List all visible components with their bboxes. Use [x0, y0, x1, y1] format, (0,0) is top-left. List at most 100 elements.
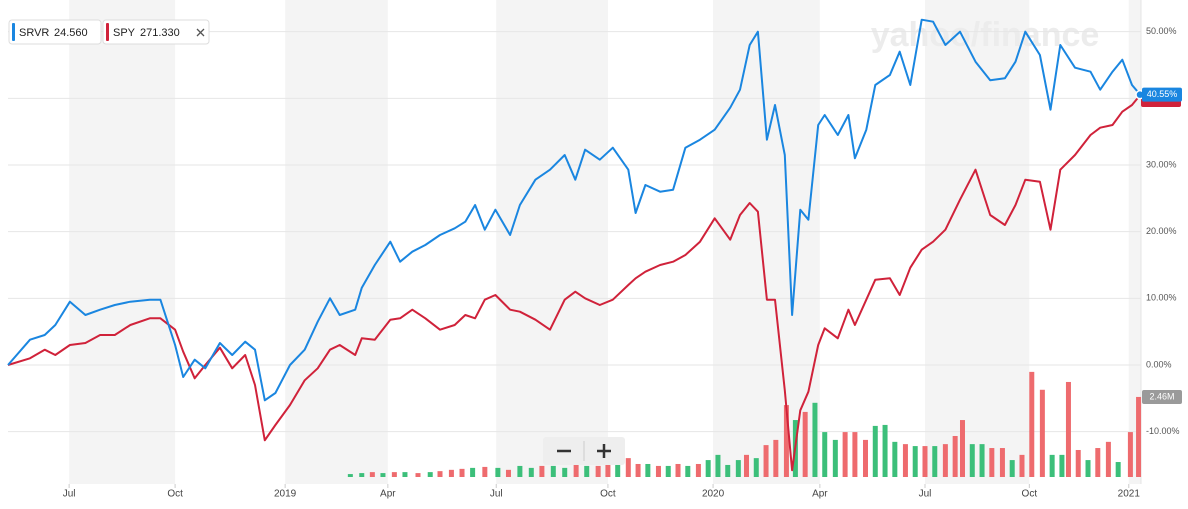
- volume-bar: [427, 472, 433, 477]
- volume-bar: [753, 458, 759, 477]
- volume-bar: [391, 472, 397, 477]
- volume-bar: [932, 446, 938, 477]
- y-tick-label: 10.00%: [1146, 293, 1177, 303]
- volume-bar: [448, 469, 454, 477]
- volume-bar: [842, 432, 848, 477]
- volume-bar: [1105, 441, 1111, 477]
- band: [924, 0, 1030, 484]
- volume-bar: [999, 448, 1005, 477]
- x-tick-label: Jul: [490, 489, 503, 500]
- volume-bar: [635, 463, 641, 477]
- band: [496, 0, 608, 484]
- volume-bar: [1115, 462, 1121, 477]
- volume-bar: [675, 463, 681, 477]
- y-tick-label: 30.00%: [1146, 159, 1177, 169]
- background-bands: [69, 0, 1141, 484]
- band: [69, 0, 176, 484]
- legend-swatch: [106, 23, 109, 41]
- band: [713, 0, 820, 484]
- legend-close[interactable]: [196, 28, 205, 37]
- volume-bar: [1049, 454, 1055, 477]
- x-tick-label: Apr: [812, 489, 828, 500]
- volume-bar: [437, 471, 443, 477]
- series-line: [7, 18, 1141, 402]
- volume-bar: [912, 446, 918, 477]
- volume-bar: [505, 469, 511, 477]
- legend-box: [102, 19, 210, 45]
- volume-bar: [979, 444, 985, 477]
- volume-bar: [763, 445, 769, 477]
- volume-bar: [685, 465, 691, 477]
- x-tick-label: Jul: [919, 489, 932, 500]
- series-line: [7, 94, 1141, 472]
- volume-bar: [942, 444, 948, 477]
- volume-bar: [872, 425, 878, 477]
- volume-bar: [725, 464, 731, 477]
- legend-name: SRVR: [19, 27, 49, 39]
- x-tick-label: Apr: [380, 489, 396, 500]
- volume-bar: [773, 439, 779, 477]
- x-tick-label: Oct: [167, 489, 183, 500]
- volume-bar: [892, 441, 898, 477]
- volume-bar: [902, 444, 908, 477]
- volume-bar: [1059, 454, 1065, 477]
- volume-bar: [695, 463, 701, 477]
- volume-bar: [882, 424, 888, 477]
- volume-bar: [1136, 396, 1142, 477]
- volume-bar: [952, 435, 958, 477]
- volume-bar: [735, 460, 741, 477]
- volume-bar: [822, 432, 828, 477]
- volume-bar: [812, 402, 818, 477]
- band: [285, 0, 388, 484]
- value-tag-label: 40.55%: [1147, 89, 1178, 99]
- x-tick-label: Jul: [63, 489, 76, 500]
- volume-bar: [832, 439, 838, 477]
- volume-bar: [517, 465, 523, 477]
- y-tick-label: -10.00%: [1146, 426, 1180, 436]
- volume-bar: [380, 473, 386, 477]
- volume-bar: [495, 467, 501, 477]
- legend-quote: 24.560: [54, 27, 88, 39]
- volume-bar: [369, 472, 375, 477]
- watermark: yahoo/finance: [871, 16, 1100, 54]
- volume-bar: [655, 465, 661, 477]
- volume-bar: [715, 454, 721, 477]
- volume-bar: [959, 420, 965, 477]
- volume-bar: [705, 460, 711, 477]
- zoom-controls: [543, 437, 625, 465]
- zoom-in[interactable]: [597, 444, 611, 458]
- volume-bar: [645, 463, 651, 477]
- volume-bar: [989, 448, 995, 477]
- volume-bar: [595, 465, 601, 477]
- value-tag: [1142, 87, 1182, 102]
- value-tag-label: 2.46M: [1149, 391, 1174, 401]
- volume-bar: [1039, 389, 1045, 477]
- volume-bar: [1085, 460, 1091, 477]
- x-tick-label: Oct: [1022, 489, 1038, 500]
- volume-bar: [615, 460, 621, 477]
- volume-bar: [605, 462, 611, 477]
- y-tick-label: 50.00%: [1146, 26, 1177, 36]
- volume-bar: [573, 463, 579, 477]
- y-tick-label: 20.00%: [1146, 226, 1177, 236]
- volume-bar: [1095, 448, 1101, 477]
- volume-bar: [665, 465, 671, 477]
- legend-item[interactable]: SRVR 24.560: [8, 19, 102, 45]
- volume-bar: [359, 473, 365, 477]
- volume-bar: [1019, 454, 1025, 477]
- volume-bar: [528, 467, 534, 477]
- volume-bar: [539, 465, 545, 477]
- volume-bar: [459, 468, 465, 477]
- volume-bar: [862, 439, 868, 477]
- band: [1128, 0, 1141, 484]
- volume-bar: [415, 473, 421, 477]
- volume-bar: [482, 466, 488, 477]
- volume-bar: [743, 454, 749, 477]
- volume-bar: [852, 432, 858, 477]
- legend-item[interactable]: SPY 271.330: [102, 19, 210, 45]
- x-tick-label: 2020: [702, 489, 725, 500]
- x-tick-label: 2019: [274, 489, 297, 500]
- volume-bar: [1075, 449, 1081, 477]
